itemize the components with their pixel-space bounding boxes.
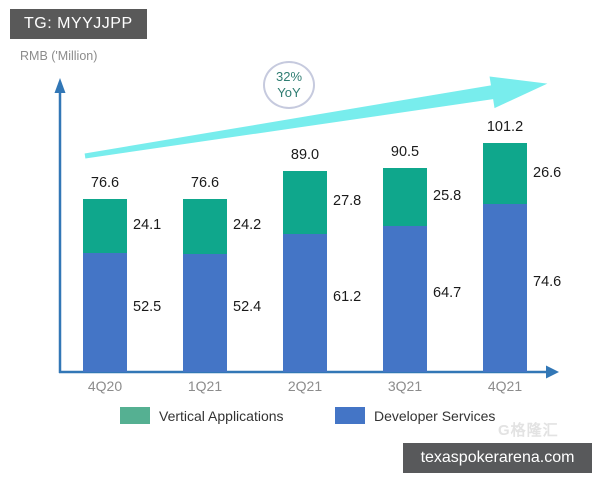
bar-segment-vertical-applications xyxy=(483,143,527,204)
yoy-period: YoY xyxy=(277,85,301,100)
bar-segment-label-developer-services: 74.6 xyxy=(533,273,562,290)
bar-segment-vertical-applications xyxy=(183,199,227,254)
bar-segment-vertical-applications xyxy=(283,171,327,234)
site-watermark: texaspokerarena.com xyxy=(403,443,592,473)
yoy-growth-annotation: 32% YoY xyxy=(263,61,315,109)
legend-swatch-vertical-applications xyxy=(120,407,150,424)
gelonghui-watermark-logo: G格隆汇 xyxy=(498,422,559,439)
bar-segment-vertical-applications xyxy=(83,199,127,254)
bar-total-label: 101.2 xyxy=(486,119,524,136)
bar-total-label: 76.6 xyxy=(190,175,220,192)
bar-segment-label-developer-services: 52.5 xyxy=(133,298,162,315)
bar-segment-developer-services xyxy=(83,253,127,372)
x-tick-label: 3Q21 xyxy=(387,378,423,394)
bar-segment-label-developer-services: 52.4 xyxy=(233,298,262,315)
x-tick-label: 2Q21 xyxy=(287,378,323,394)
bar-segment-developer-services xyxy=(283,233,327,372)
bar-segment-label-vertical-applications: 26.6 xyxy=(533,164,562,181)
bar-segment-developer-services xyxy=(383,225,427,372)
legend: Vertical Applications Developer Services xyxy=(0,407,600,429)
legend-item-developer-services: Developer Services xyxy=(335,407,495,424)
bar-segment-vertical-applications xyxy=(383,167,427,226)
legend-label-developer-services: Developer Services xyxy=(374,407,496,424)
bar-total-label: 89.0 xyxy=(290,147,320,164)
bar-segment-label-vertical-applications: 27.8 xyxy=(333,193,362,210)
bar-segment-developer-services xyxy=(183,253,227,372)
y-axis-unit-label: RMB ('Million) xyxy=(20,49,98,63)
bar-total-label: 76.6 xyxy=(90,175,120,192)
bar-segment-label-vertical-applications: 25.8 xyxy=(433,187,462,204)
yoy-percent: 32% xyxy=(275,68,303,84)
bar-segment-label-vertical-applications: 24.1 xyxy=(133,217,162,234)
bar-total-label: 90.5 xyxy=(390,143,420,160)
bar-segment-label-developer-services: 64.7 xyxy=(433,284,462,301)
source-badge: TG: MYYJJPP xyxy=(10,9,147,39)
bar-segment-label-vertical-applications: 24.2 xyxy=(233,217,262,234)
x-tick-label: 4Q20 xyxy=(87,378,123,394)
x-tick-label: 4Q21 xyxy=(487,378,523,394)
legend-label-vertical-applications: Vertical Applications xyxy=(159,407,284,424)
bar-segment-developer-services xyxy=(483,203,527,372)
x-tick-label: 1Q21 xyxy=(187,378,223,394)
bar-segment-label-developer-services: 61.2 xyxy=(333,288,362,305)
legend-swatch-developer-services xyxy=(335,407,365,424)
legend-item-vertical-applications: Vertical Applications xyxy=(120,407,284,424)
